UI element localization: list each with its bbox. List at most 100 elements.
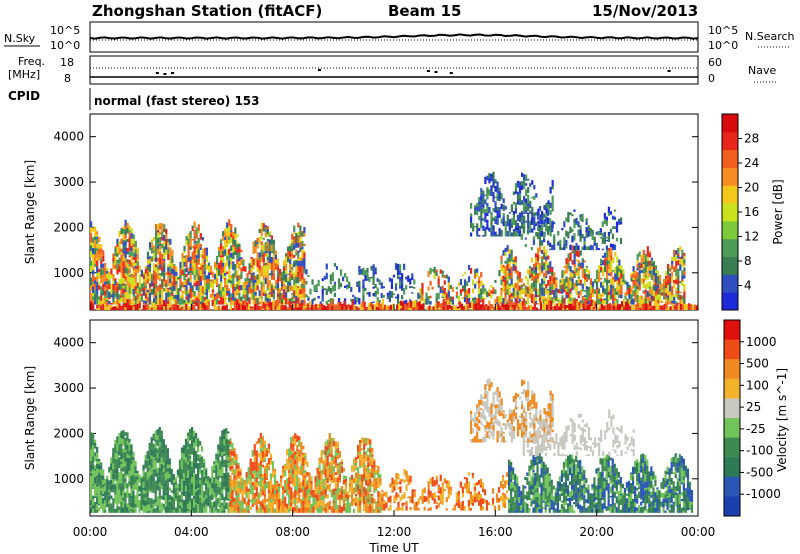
power-cell — [605, 239, 608, 242]
velocity-cell — [290, 468, 293, 475]
power-cell — [226, 249, 229, 256]
velocity-cell — [92, 445, 95, 452]
power-cell — [589, 245, 592, 251]
power-cell — [126, 262, 129, 269]
velocity-cell — [160, 508, 163, 513]
velocity-cell — [152, 438, 155, 441]
power-cell — [492, 198, 495, 203]
velocity-cell — [158, 486, 161, 491]
power-cell — [490, 185, 493, 191]
power-cell — [295, 283, 298, 286]
power-cell — [683, 284, 686, 288]
power-cell — [683, 253, 686, 256]
power-cell — [484, 199, 487, 205]
power-cell — [555, 279, 558, 284]
power-cell — [652, 274, 656, 276]
power-cell — [331, 277, 334, 282]
power-cell — [120, 228, 123, 235]
power-cell — [681, 281, 684, 287]
power-cell — [533, 303, 537, 310]
velocity-cell — [215, 486, 218, 489]
power-cell — [488, 206, 491, 212]
power-cell — [301, 287, 304, 295]
power-cell — [354, 300, 357, 305]
power-cell — [660, 286, 664, 291]
velocity-cell — [255, 493, 258, 497]
power-cell — [122, 283, 125, 286]
power-cell — [339, 305, 342, 310]
power-cell — [217, 300, 221, 305]
velocity-cell — [152, 477, 155, 482]
power-cell — [432, 306, 435, 310]
power-cell — [612, 305, 616, 310]
velocity-cell — [290, 457, 293, 461]
power-cell — [187, 271, 190, 275]
power-cell — [396, 294, 400, 299]
power-cell — [222, 255, 225, 258]
velocity-cell — [156, 438, 159, 441]
power-cell — [512, 231, 516, 237]
velocity-cell — [186, 432, 190, 437]
power-cell — [298, 303, 301, 307]
power-cell — [411, 273, 414, 277]
power-cell — [222, 250, 225, 256]
power-cell — [623, 306, 626, 310]
velocity-cell — [134, 476, 137, 478]
velocity-cell — [195, 507, 198, 513]
power-cell — [246, 289, 249, 296]
velocity-cell — [203, 481, 206, 486]
power-cell — [683, 271, 686, 276]
power-cell — [126, 284, 129, 288]
power-cell — [525, 220, 528, 224]
power-cell — [252, 258, 255, 266]
power-cell — [492, 194, 495, 199]
power-cell — [217, 290, 221, 296]
velocity-cell — [122, 503, 125, 508]
power-cell — [136, 253, 139, 260]
power-cell — [215, 255, 219, 261]
power-cell — [232, 289, 235, 294]
power-cell — [276, 274, 280, 278]
velocity-cell — [160, 503, 163, 509]
power-cell — [179, 261, 182, 269]
power-cell — [362, 294, 365, 301]
power-cell — [285, 253, 288, 257]
velocity-cell — [201, 458, 204, 465]
power-cell — [165, 244, 168, 250]
power-cell — [549, 281, 552, 287]
power-cell — [606, 279, 609, 286]
velocity-cell — [146, 460, 149, 467]
power-cell — [114, 293, 117, 297]
velocity-cell — [138, 485, 141, 492]
power-cell — [260, 235, 263, 240]
power-cell — [142, 272, 146, 275]
power-cell — [636, 286, 639, 290]
power-cell — [574, 301, 577, 308]
velocity-cell — [96, 493, 99, 495]
velocity-cell — [182, 463, 186, 469]
power-cell — [607, 212, 611, 216]
power-cell — [577, 268, 580, 272]
power-cell — [517, 303, 520, 307]
velocity-cell — [170, 479, 173, 485]
velocity-cell — [118, 444, 121, 451]
power-cell — [681, 304, 684, 310]
power-cell — [592, 306, 595, 310]
power-cell — [197, 299, 200, 301]
velocity-cell — [296, 452, 299, 455]
velocity-cell — [233, 486, 236, 491]
power-cell — [132, 275, 135, 278]
power-cell — [484, 297, 487, 300]
power-cell — [484, 215, 487, 218]
power-cell — [525, 306, 528, 310]
power-cell — [411, 292, 414, 294]
velocity-cell — [251, 497, 254, 500]
power-cell — [476, 206, 479, 211]
velocity-cell — [304, 492, 307, 498]
power-cell — [545, 270, 548, 274]
power-cell — [199, 263, 202, 268]
power-cell — [526, 293, 530, 301]
velocity-cell — [233, 469, 236, 476]
velocity-cell — [247, 467, 250, 470]
power-cell — [648, 293, 651, 297]
